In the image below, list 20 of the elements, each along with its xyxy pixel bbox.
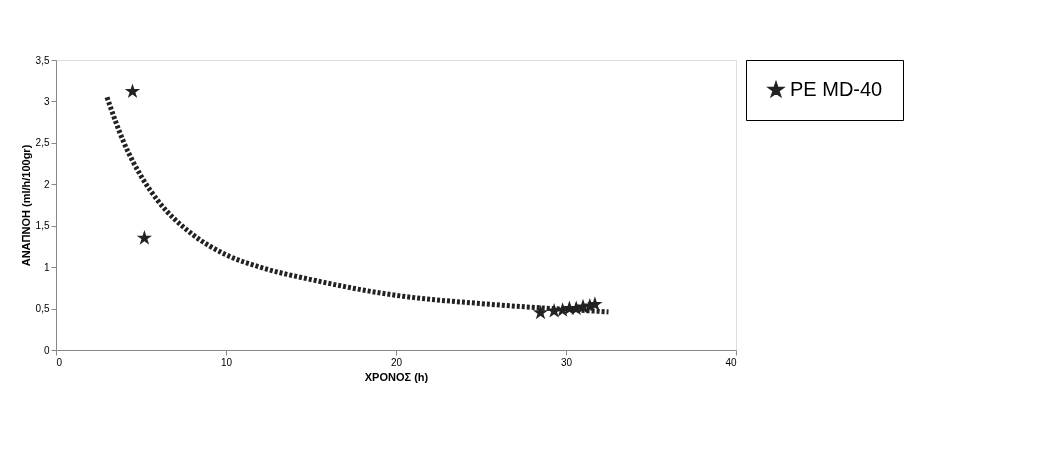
- y-tick-label: 0: [43, 344, 50, 356]
- point: [124, 83, 141, 99]
- point: [587, 296, 603, 311]
- point: [532, 304, 549, 320]
- y-tick-label: 1,5: [35, 220, 50, 232]
- y-tick-label: 3,5: [35, 54, 50, 66]
- y-tick-label: 2,5: [35, 137, 50, 149]
- x-axis-title: ΧΡΟΝΟΣ (h): [364, 370, 429, 383]
- legend-label: PE MD-40: [790, 78, 883, 100]
- x-tick-label: 30: [560, 356, 573, 368]
- y-tick-label: 2: [43, 178, 50, 190]
- x-tick-label: 10: [220, 356, 233, 368]
- x-tick-label: 20: [390, 356, 403, 368]
- y-axis-title: ΑΝΑΠΝΟΗ (ml/h/100gr): [19, 144, 32, 267]
- x-tick-label: 40: [725, 356, 737, 368]
- y-tick-label: 0,5: [35, 303, 50, 315]
- y-tick-label: 3: [43, 95, 50, 107]
- y-tick-label: 1: [43, 261, 50, 273]
- point: [136, 230, 153, 245]
- x-tick-label: 0: [56, 356, 63, 368]
